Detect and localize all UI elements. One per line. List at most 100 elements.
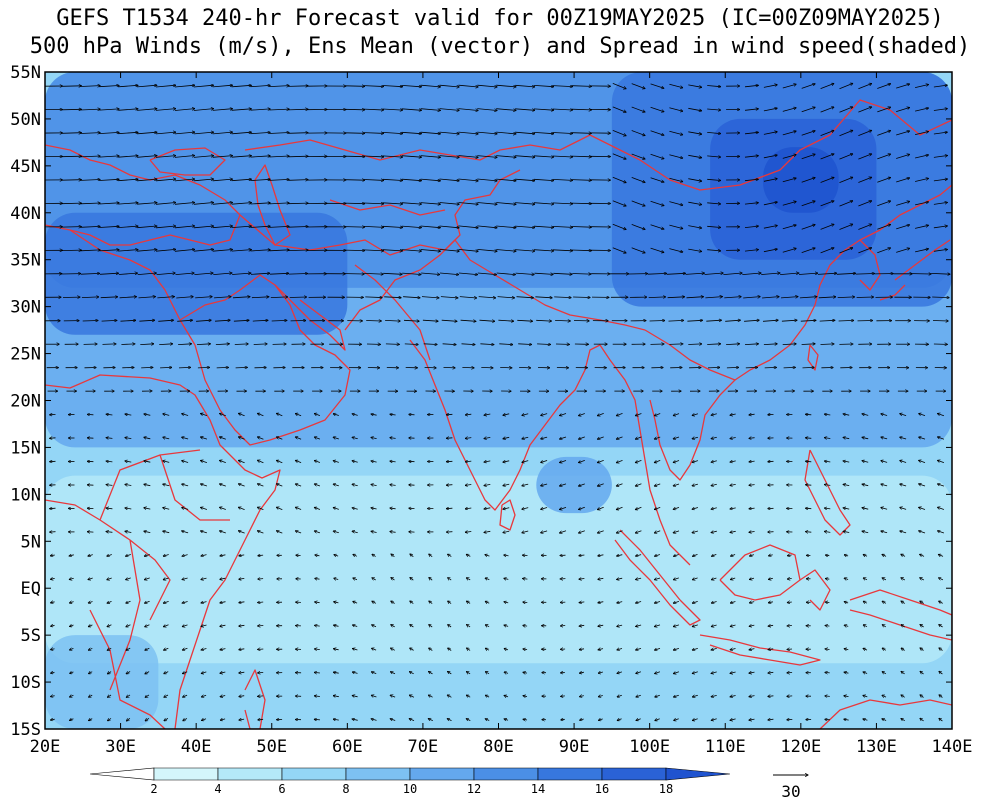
wind-vector — [742, 273, 761, 275]
wind-vector — [571, 180, 592, 181]
spread-zone — [536, 456, 612, 514]
wind-vector — [844, 625, 849, 626]
wind-vector — [466, 554, 471, 556]
wind-vector — [919, 460, 926, 463]
wind-vector — [220, 719, 226, 720]
wind-vector — [194, 273, 213, 275]
wind-vector — [160, 367, 172, 368]
wind-vector — [863, 578, 868, 580]
lon-tick-label: 130E — [856, 737, 897, 757]
wind-vector — [801, 225, 815, 230]
wind-vector — [862, 531, 869, 533]
map-title-line-2: 500 hPa Winds (m/s), Ens Mean (vector) a… — [29, 34, 971, 59]
colorbar-label: 6 — [278, 782, 285, 796]
wind-vector — [616, 483, 623, 486]
wind-vector — [239, 578, 245, 579]
wind-vector — [477, 178, 497, 181]
wind-vector — [522, 531, 529, 533]
wind-vector — [269, 156, 289, 157]
wind-vector — [787, 555, 792, 556]
wind-vector — [276, 531, 283, 534]
wind-vector — [534, 273, 554, 274]
wind-vector — [692, 484, 699, 486]
sumatra — [614, 529, 701, 626]
wind-vector — [787, 602, 792, 603]
wind-vector — [844, 696, 849, 697]
wind-vector — [938, 507, 945, 510]
wind-vector — [744, 226, 758, 228]
wind-vector — [938, 484, 945, 487]
colorbar-swatch — [217, 767, 283, 781]
wind-vector — [598, 555, 604, 556]
wind-vector — [51, 696, 55, 697]
wind-vector — [89, 695, 93, 697]
wind-vector — [900, 437, 907, 439]
wind-vector — [382, 156, 403, 157]
wind-vector — [571, 133, 592, 134]
wind-vector — [711, 484, 717, 486]
sulawesi — [799, 569, 831, 611]
colorbar-label: 2 — [150, 782, 157, 796]
wind-vector — [80, 156, 101, 157]
wind-vector — [635, 436, 642, 439]
wind-vector — [126, 625, 131, 627]
wind-vector — [711, 578, 717, 580]
wind-vector — [81, 297, 99, 298]
wind-vector — [177, 320, 192, 321]
wind-vector — [126, 578, 131, 580]
wind-vector — [749, 696, 755, 697]
wind-vector — [100, 297, 118, 298]
wind-vector — [107, 555, 112, 557]
wind-vector — [877, 201, 890, 207]
wind-vector — [915, 249, 928, 253]
wind-vector — [80, 133, 101, 134]
wind-vector — [692, 648, 698, 650]
wind-vector — [636, 625, 642, 627]
wind-vector — [824, 461, 831, 462]
wind-vector — [257, 460, 264, 464]
wind-vector — [106, 508, 113, 509]
wind-vector — [196, 320, 211, 321]
wind-vector — [705, 297, 722, 298]
wind-vector — [782, 155, 796, 159]
reference-vector-label: 30 — [781, 782, 800, 800]
wind-vector — [401, 202, 422, 204]
wind-vector — [560, 626, 566, 627]
wind-vector — [805, 532, 812, 533]
wind-vector — [232, 297, 250, 298]
lat-tick-label: 25N — [10, 345, 41, 365]
wind-vector — [50, 508, 56, 509]
wind-vector — [276, 413, 283, 417]
wind-vector — [428, 695, 433, 697]
wind-vector — [730, 414, 736, 415]
wind-vector — [504, 625, 509, 626]
colorbar-swatch — [345, 767, 411, 781]
wind-vector — [769, 555, 773, 556]
wind-vector — [844, 555, 849, 556]
wind-vector — [915, 178, 928, 182]
coastlines-borders — [45, 99, 952, 729]
wind-vector — [163, 508, 170, 510]
lon-tick-label: 50E — [256, 737, 287, 757]
wind-vector — [768, 672, 774, 673]
wind-vector — [900, 507, 907, 510]
wind-vector — [477, 272, 497, 275]
wind-vector — [145, 672, 150, 674]
wind-vector — [99, 273, 119, 274]
wind-vector — [220, 437, 226, 440]
wind-vector — [141, 367, 153, 368]
wind-vector — [692, 414, 699, 416]
lon-tick-label: 20E — [30, 737, 61, 757]
wind-vector — [920, 695, 924, 698]
wind-vector — [82, 321, 98, 322]
wind-vector — [896, 225, 909, 230]
wind-vector — [881, 508, 888, 510]
wind-vector — [448, 625, 452, 628]
wind-vector — [466, 719, 471, 721]
wind-vector — [352, 719, 358, 720]
wind-vector — [334, 555, 339, 557]
wind-vector — [654, 625, 661, 627]
wind-vector — [424, 367, 437, 368]
wind-vector — [654, 460, 661, 462]
wind-vector — [844, 649, 849, 650]
